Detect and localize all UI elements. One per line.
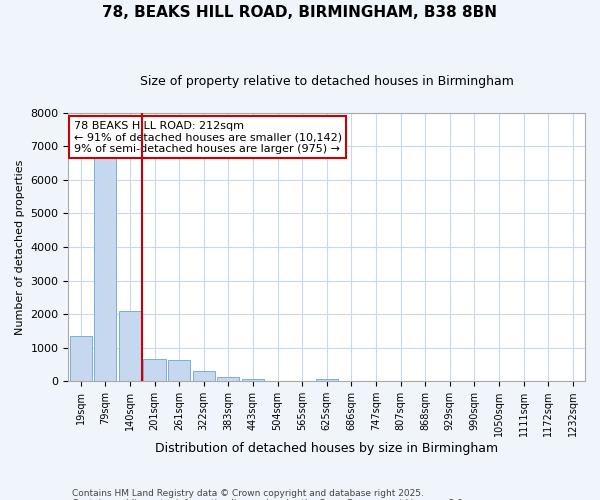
- Text: Contains HM Land Registry data © Crown copyright and database right 2025.: Contains HM Land Registry data © Crown c…: [72, 488, 424, 498]
- Bar: [94, 156, 116, 381]
- Bar: [119, 311, 141, 381]
- Text: 78, BEAKS HILL ROAD, BIRMINGHAM, B38 8BN: 78, BEAKS HILL ROAD, BIRMINGHAM, B38 8BN: [103, 5, 497, 20]
- Title: Size of property relative to detached houses in Birmingham: Size of property relative to detached ho…: [140, 75, 514, 88]
- Text: Contains public sector information licensed under the Open Government Licence v3: Contains public sector information licen…: [72, 498, 466, 500]
- Bar: [168, 360, 190, 381]
- Y-axis label: Number of detached properties: Number of detached properties: [15, 160, 25, 334]
- Bar: [242, 379, 264, 381]
- Bar: [193, 371, 215, 381]
- Text: 78 BEAKS HILL ROAD: 212sqm
← 91% of detached houses are smaller (10,142)
9% of s: 78 BEAKS HILL ROAD: 212sqm ← 91% of deta…: [74, 121, 341, 154]
- Bar: [217, 377, 239, 381]
- Bar: [143, 360, 166, 381]
- Bar: [70, 336, 92, 381]
- X-axis label: Distribution of detached houses by size in Birmingham: Distribution of detached houses by size …: [155, 442, 498, 455]
- Bar: [316, 379, 338, 381]
